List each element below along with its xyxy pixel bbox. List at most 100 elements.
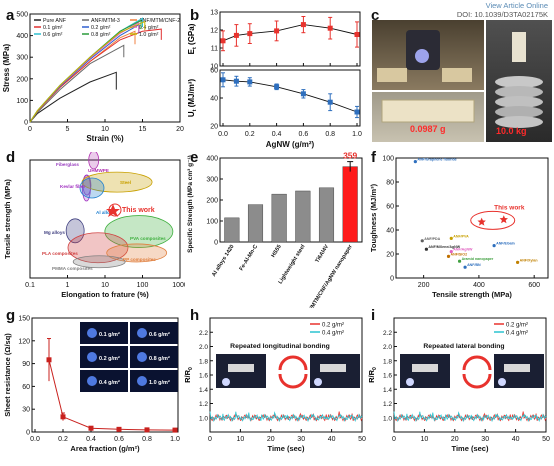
y-tick-label: 2.2 [199, 330, 208, 337]
panel-b: 10 11 12 13 Et (GPa) 20 40 60 Ut (MJ/m³) 0.0 0.2 0.… [182, 8, 367, 150]
point-label: ANF/PDA [424, 237, 440, 241]
series-line [393, 411, 547, 423]
x-tick-label: 600 [528, 282, 540, 289]
paper-sample [320, 364, 346, 372]
x-tick-label: 0.0 [218, 131, 228, 138]
x-tick-label: 30 [481, 436, 489, 443]
legend-entry: ANF/MTM/CNF-2 [139, 18, 180, 24]
y-tick-label: 1.0 [199, 415, 208, 422]
y-tick-label: 0 [390, 276, 394, 283]
region-ellipse [106, 243, 168, 263]
data-point [274, 84, 280, 90]
y-tick-label: 60 [210, 68, 218, 75]
x-tick-label: 20 [267, 436, 275, 443]
y-tick-label: 40 [210, 96, 218, 103]
data-point [413, 160, 417, 164]
inset-photo [130, 346, 178, 368]
data-point [274, 28, 280, 34]
inset-photo [80, 370, 128, 392]
panel-label-d: d [6, 149, 16, 166]
y-tick-label: 100 [206, 219, 218, 226]
x-tick-label: 400 [473, 282, 485, 289]
y-tick-label: 90 [22, 361, 30, 368]
paper-sample [412, 364, 438, 372]
region-ellipse [67, 232, 129, 264]
category-label: Al alloys 1420 [211, 244, 235, 278]
legend-entry: 0.6 g/m² [43, 32, 63, 38]
x-tick-label: 10 [237, 436, 245, 443]
led-glow [87, 328, 97, 338]
plot-frame [219, 69, 361, 127]
led-glow [87, 352, 97, 362]
data-point [420, 239, 424, 243]
x-tick-label: 50 [542, 436, 550, 443]
region-label: UHMWPE [88, 168, 109, 173]
data-point [233, 78, 239, 84]
led-glow [137, 328, 147, 338]
y-axis-label: R/R0 [367, 367, 378, 383]
led-glow [222, 378, 230, 386]
region-ellipse [72, 255, 126, 269]
x-tick-label: 40 [328, 436, 336, 443]
data-point [247, 79, 253, 85]
y-tick-label: 1.8 [383, 358, 392, 365]
legend-entry: 0.2 g/m² [506, 323, 528, 329]
inset-label: 0.6 g/m² [149, 331, 170, 338]
data-point [424, 247, 428, 251]
weight-plate [495, 76, 543, 88]
x-tick-label: 0.2 [58, 436, 68, 443]
y-tick-label: 30 [22, 407, 30, 414]
x-tick-label: 30 [297, 436, 305, 443]
data-point [144, 427, 150, 433]
y-tick-label: 60 [22, 384, 30, 391]
data-point [220, 77, 226, 83]
x-tick-label: 0.8 [325, 131, 335, 138]
doi-text: DOI: 10.1039/D3TA02175K [456, 10, 548, 19]
panel-label-b: b [190, 7, 200, 24]
data-point [449, 250, 453, 254]
panel-label-g: g [6, 307, 16, 324]
ashby-chart: 0.1 1 10 100 1000 Elongation to frature (%) Te… [3, 152, 185, 299]
paper-strip [377, 68, 407, 82]
x-tick-label: 50 [358, 436, 366, 443]
y-tick-label: 500 [16, 12, 28, 19]
legend-entry: 0.1 g/m² [43, 25, 63, 31]
panel-e: 0 100 200 300 400 Specific Strength (MPa cm³ … [182, 152, 367, 308]
plot-frame [219, 11, 361, 67]
cycle-arrow [462, 373, 492, 389]
x-tick-label: 1.0 [352, 131, 362, 138]
region-ellipse [79, 177, 105, 199]
y-tick-label: 100 [16, 98, 28, 105]
data-point [46, 357, 52, 363]
data-point [247, 31, 253, 37]
y-tick-label: 120 [18, 338, 30, 345]
data-point [457, 259, 462, 263]
modulus-axis-label: Et (GPa) [187, 23, 198, 54]
legend-entry: 1.0 g/m² [139, 32, 159, 38]
y-tick-label: 1.8 [199, 358, 208, 365]
point-label: Aramid nanopaper [462, 257, 494, 261]
x-tick-label: 1 [66, 282, 70, 289]
region-ellipse [82, 174, 91, 202]
sheet-resistance-chart: 0.0 0.2 0.4 0.6 0.8 1.0 0 30 60 90 120 150 Area frac… [3, 316, 180, 454]
legend-entry: 0.8 g/m² [91, 32, 111, 38]
x-tick-label: 200 [418, 282, 430, 289]
y-axis-label: Stress (MPa) [2, 43, 11, 92]
bar [342, 166, 358, 243]
point-label: ANF/EGaIn [496, 242, 515, 246]
view-article-link[interactable]: View Article Online [485, 1, 548, 10]
panel-g: 0.0 0.2 0.4 0.6 0.8 1.0 0 30 60 90 120 150 Area frac… [0, 310, 185, 466]
x-axis-label: Time (sec) [268, 444, 305, 453]
x-tick-label: 0.4 [86, 436, 96, 443]
data-point [300, 91, 306, 97]
data-point [60, 414, 66, 420]
x-tick-label: 20 [451, 436, 459, 443]
region-label: PP composites [123, 257, 156, 262]
region-label: PVA composites [130, 236, 166, 241]
series-line [29, 71, 117, 123]
region-label: Al alloys [96, 210, 115, 215]
y-tick-label: 300 [16, 55, 28, 62]
this-work-label: This work [122, 207, 155, 214]
y-axis-label: Toughness (MJ/m³) [369, 183, 378, 252]
y-axis-label: Sheet resistance (Ω/sq) [3, 333, 12, 417]
